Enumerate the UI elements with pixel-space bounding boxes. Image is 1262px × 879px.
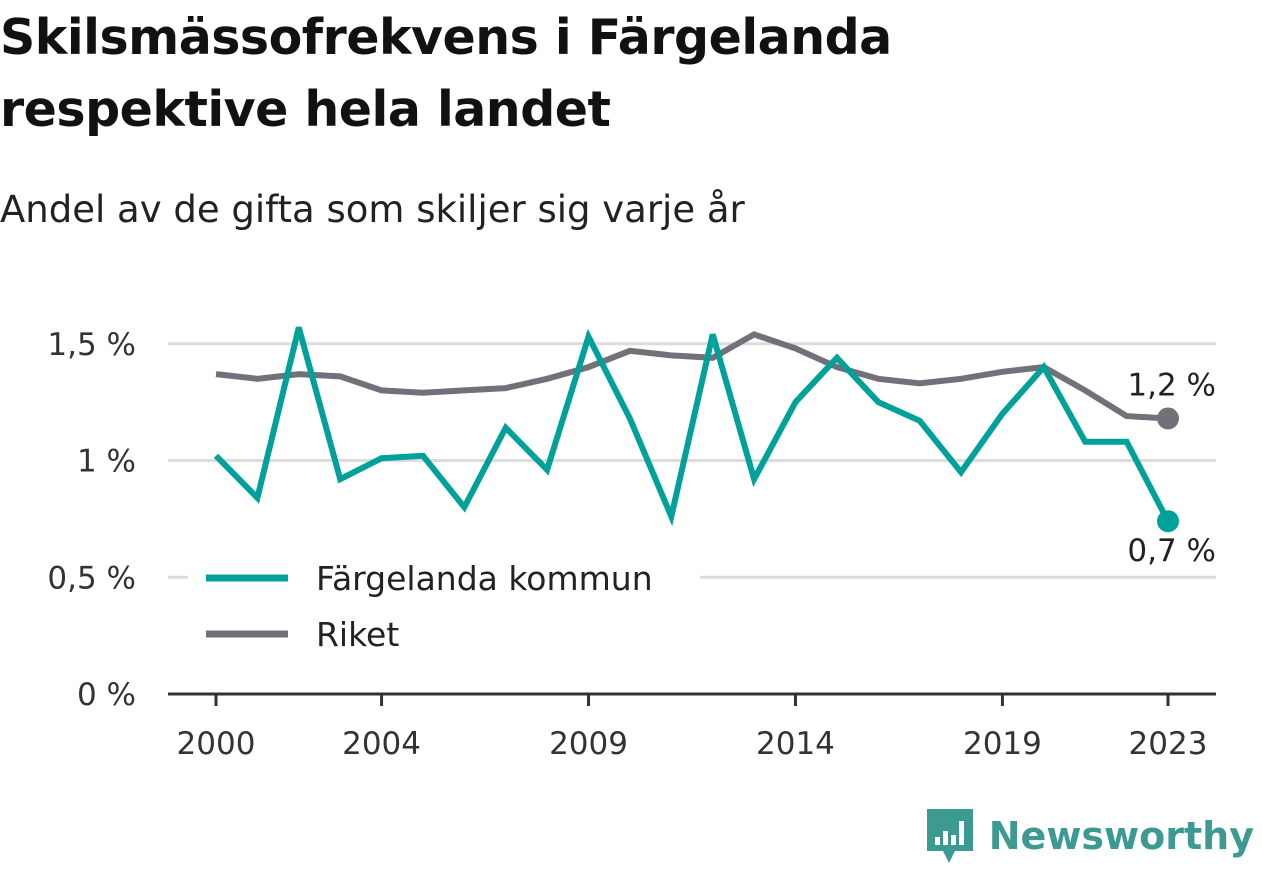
y-tick-label: 1,5 % bbox=[47, 327, 136, 363]
chart-subtitle: Andel av de gifta som skiljer sig varje … bbox=[0, 188, 745, 231]
y-tick-label: 0 % bbox=[77, 677, 136, 713]
x-tick-label: 2023 bbox=[1129, 726, 1208, 762]
x-tick-label: 2004 bbox=[342, 726, 421, 762]
chart-title: Skilsmässofrekvens i Färgelanda respekti… bbox=[0, 9, 892, 138]
y-tick-label: 0,5 % bbox=[47, 560, 136, 596]
legend-background bbox=[188, 540, 700, 670]
x-tick-label: 2014 bbox=[756, 726, 835, 762]
y-axis-tick-labels: 0 % 0,5 % 1 % 1,5 % bbox=[47, 327, 136, 713]
legend: Färgelanda kommun Riket bbox=[188, 540, 700, 670]
newsworthy-logo-icon bbox=[926, 809, 973, 863]
legend-label: Riket bbox=[316, 615, 399, 654]
series-lines bbox=[213, 326, 1179, 533]
x-tick-label: 2019 bbox=[963, 726, 1042, 762]
y-tick-label: 1 % bbox=[77, 444, 136, 480]
x-axis: 2000 2004 2009 2014 2019 2023 bbox=[168, 692, 1216, 762]
end-value-label: 1,2 % bbox=[1127, 367, 1216, 403]
legend-label: Färgelanda kommun bbox=[316, 559, 653, 598]
newsworthy-logo: Newsworthy bbox=[925, 807, 1254, 865]
series-end-point bbox=[1157, 510, 1179, 533]
series-line bbox=[215, 331, 1169, 422]
series-line bbox=[213, 326, 1171, 527]
x-tick-label: 2000 bbox=[177, 726, 256, 762]
end-labels: 1,2 % 0,7 % bbox=[1127, 367, 1216, 569]
series-end-point bbox=[1157, 407, 1179, 430]
newsworthy-logo-text: Newsworthy bbox=[988, 814, 1254, 858]
x-tick-label: 2009 bbox=[549, 726, 628, 762]
end-value-label: 0,7 % bbox=[1127, 533, 1216, 569]
